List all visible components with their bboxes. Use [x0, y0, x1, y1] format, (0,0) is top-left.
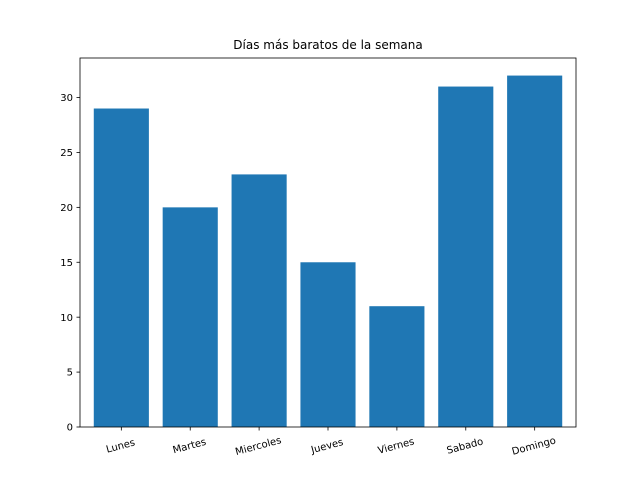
bar	[369, 306, 425, 427]
bar	[300, 262, 356, 427]
bar	[162, 207, 218, 427]
y-tick-label: 0	[67, 423, 73, 434]
bar	[438, 86, 494, 428]
bar	[93, 108, 149, 428]
chart-title: Días más baratos de la semana	[233, 38, 422, 52]
y-tick-label: 25	[60, 148, 73, 159]
y-tick-label: 5	[67, 368, 73, 379]
y-tick-label: 10	[60, 313, 73, 324]
y-tick-label: 30	[60, 93, 73, 104]
y-tick-label: 15	[60, 258, 73, 269]
bar	[507, 75, 563, 427]
y-tick-label: 20	[60, 203, 73, 214]
bar	[231, 174, 287, 427]
